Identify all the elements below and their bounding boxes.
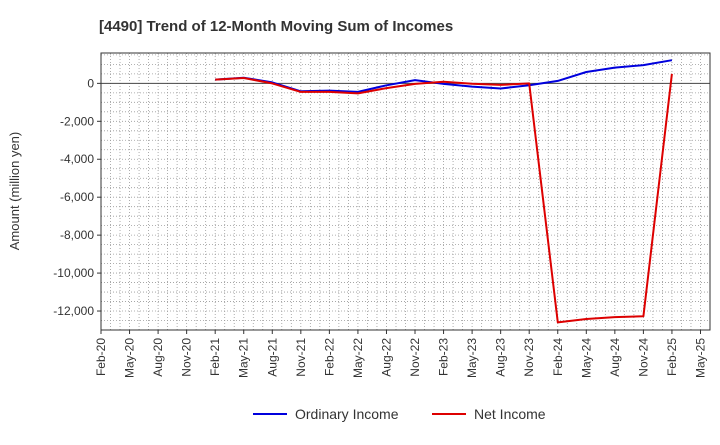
- x-tick-label: Aug-20: [151, 338, 165, 377]
- series-layer: [215, 59, 673, 324]
- x-tick-label: Feb-24: [551, 338, 565, 376]
- x-tick-label: May-24: [579, 338, 593, 378]
- grid-layer: [101, 53, 710, 330]
- x-tick-label: May-22: [351, 338, 365, 378]
- y-axis-label: Amount (million yen): [7, 132, 22, 251]
- x-tick-label: May-23: [465, 338, 479, 378]
- x-tick-label: Nov-20: [180, 338, 194, 377]
- x-tick-label: May-21: [237, 338, 251, 378]
- y-tick-label: -10,000: [53, 266, 94, 280]
- x-tick-label: Feb-21: [208, 338, 222, 376]
- legend-label-net-income: Net Income: [474, 406, 546, 422]
- axes-layer: 0 -2,000 -4,000 -6,000 -8,000 -10,000 -12,000 F…: [53, 52, 711, 378]
- x-tick-label: Aug-21: [265, 338, 279, 377]
- x-tick-label: Aug-23: [494, 338, 508, 377]
- x-tick-label: May-20: [123, 338, 137, 378]
- x-tick-label: Feb-23: [437, 338, 451, 376]
- y-tick-label: -4,000: [60, 152, 94, 166]
- x-tick-label: Nov-24: [636, 338, 650, 377]
- x-tick-label: Feb-22: [322, 338, 336, 376]
- x-tick-label: May-25: [693, 338, 707, 378]
- chart-title: [4490] Trend of 12-Month Moving Sum of I…: [99, 18, 453, 35]
- legend-label-ordinary-income: Ordinary Income: [295, 406, 399, 422]
- x-tick-label: Feb-20: [94, 338, 108, 376]
- series-line-net-income: [215, 73, 673, 324]
- y-tick-label: -12,000: [53, 304, 94, 318]
- x-tick-label: Feb-25: [665, 338, 679, 376]
- x-tick-label: Nov-22: [408, 338, 422, 377]
- legend: Ordinary Income Net Income: [253, 406, 546, 422]
- x-tick-label: Aug-24: [608, 338, 622, 377]
- y-tick-label: -2,000: [60, 114, 94, 128]
- x-tick-label: Nov-23: [522, 338, 536, 377]
- plot-border: [100, 52, 711, 331]
- x-tick-label: Nov-21: [294, 338, 308, 377]
- y-tick-label: -8,000: [60, 228, 94, 242]
- y-tick-label: 0: [87, 76, 94, 90]
- x-tick-label: Aug-22: [379, 338, 393, 377]
- y-tick-label: -6,000: [60, 190, 94, 204]
